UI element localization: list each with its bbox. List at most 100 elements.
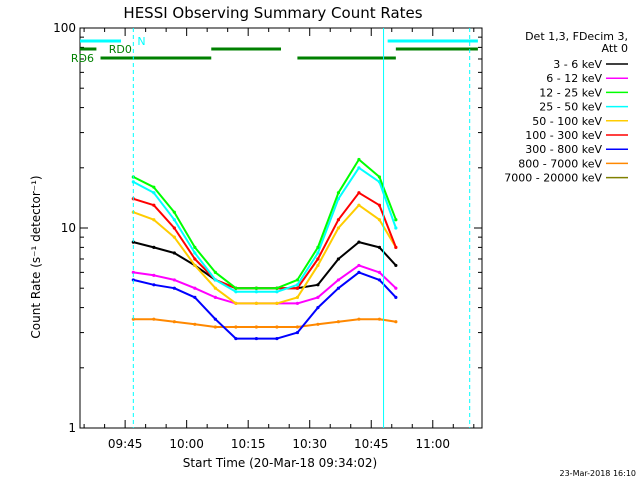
series-point <box>172 278 176 282</box>
series-point <box>394 320 398 324</box>
series-line-1 <box>133 241 397 290</box>
series-point <box>152 283 156 287</box>
series-point <box>316 251 320 255</box>
flag-label-n: N <box>137 35 145 48</box>
y-axis-label: Count Rate (s⁻¹ detector⁻¹) <box>29 175 43 338</box>
series-point <box>213 317 217 321</box>
flag-label-rd0: RD0 <box>109 43 132 56</box>
y-axis: 1 10 100 <box>53 21 482 435</box>
series-point <box>131 278 135 282</box>
x-tick-label: 10:45 <box>354 437 389 451</box>
series-point <box>394 245 398 249</box>
series-point <box>316 305 320 310</box>
series-point <box>377 175 382 179</box>
series-point <box>336 257 341 261</box>
series-point <box>336 191 341 195</box>
series-point <box>357 240 361 244</box>
series-point <box>172 320 176 324</box>
footer-timestamp: 23-Mar-2018 16:10 <box>560 469 637 478</box>
series-point <box>254 301 258 305</box>
series-point <box>316 245 320 249</box>
plot-area <box>79 27 483 429</box>
series-point <box>377 270 382 274</box>
series-point <box>193 245 197 249</box>
series-point <box>152 191 156 195</box>
series-point <box>316 295 320 299</box>
series-point <box>254 286 258 290</box>
series-point <box>357 263 361 268</box>
series-point <box>357 157 361 162</box>
series-line-5 <box>132 204 397 305</box>
series-point <box>316 257 320 261</box>
series-point <box>234 325 238 329</box>
series-point <box>152 218 156 222</box>
series-line-2 <box>133 264 397 305</box>
series-point <box>295 330 300 335</box>
y-tick-label: 10 <box>61 221 76 235</box>
series-point <box>152 203 156 207</box>
series-line-8 <box>133 318 397 328</box>
series-point <box>254 336 258 341</box>
series-point <box>193 263 197 268</box>
series-point <box>316 263 320 268</box>
series-point <box>336 320 341 324</box>
vertical-markers <box>132 28 471 428</box>
series-point <box>394 263 398 268</box>
series-point <box>394 226 398 230</box>
series-point <box>295 301 300 305</box>
series-point <box>275 290 279 294</box>
series-point <box>152 317 156 321</box>
series-point <box>131 240 135 244</box>
series-point <box>254 325 258 329</box>
legend-entry-label: 7000 - 20000 keV <box>504 172 602 185</box>
series-point <box>193 286 197 290</box>
series-point <box>394 218 398 222</box>
series-point <box>193 257 197 261</box>
series-point <box>234 286 238 290</box>
series-point <box>213 295 217 299</box>
series-point <box>172 210 176 214</box>
series-point <box>336 197 341 201</box>
status-flags: N RD0 RD6 <box>71 35 478 65</box>
flag-label-rd6: RD6 <box>71 52 94 65</box>
series-point <box>357 191 361 195</box>
series-point <box>377 203 382 207</box>
series-line-7 <box>133 271 397 340</box>
series-point <box>377 245 382 249</box>
series-point <box>295 283 300 287</box>
series-point <box>377 278 382 282</box>
data-series <box>131 157 398 341</box>
series-point <box>193 295 197 299</box>
series-point <box>394 295 398 299</box>
series-point <box>336 286 341 290</box>
legend-entry-label: 50 - 100 keV <box>532 115 602 128</box>
series-point <box>213 278 217 282</box>
series-point <box>254 290 258 294</box>
series-point <box>275 336 279 341</box>
series-point <box>377 218 382 222</box>
series-point <box>316 283 320 287</box>
series-point <box>336 278 341 282</box>
series-point <box>172 226 176 230</box>
x-tick-label: 10:00 <box>169 437 204 451</box>
series-point <box>172 251 176 255</box>
series-point <box>336 226 341 230</box>
y-tick-label: 1 <box>68 421 76 435</box>
series-point <box>394 286 398 290</box>
series-point <box>193 251 197 255</box>
series-line-4 <box>132 166 397 293</box>
series-point <box>316 322 320 326</box>
legend-entry-label: 12 - 25 keV <box>539 86 602 99</box>
series-point <box>275 325 279 329</box>
series-point <box>357 317 361 321</box>
series-point <box>213 325 217 329</box>
legend-entry-label: 800 - 7000 keV <box>518 157 602 170</box>
series-point <box>295 278 300 282</box>
x-tick-label: 11:00 <box>415 437 450 451</box>
series-point <box>275 301 279 305</box>
series-point <box>357 203 361 207</box>
series-point <box>357 270 361 274</box>
legend-entry-label: 25 - 50 keV <box>539 101 602 114</box>
